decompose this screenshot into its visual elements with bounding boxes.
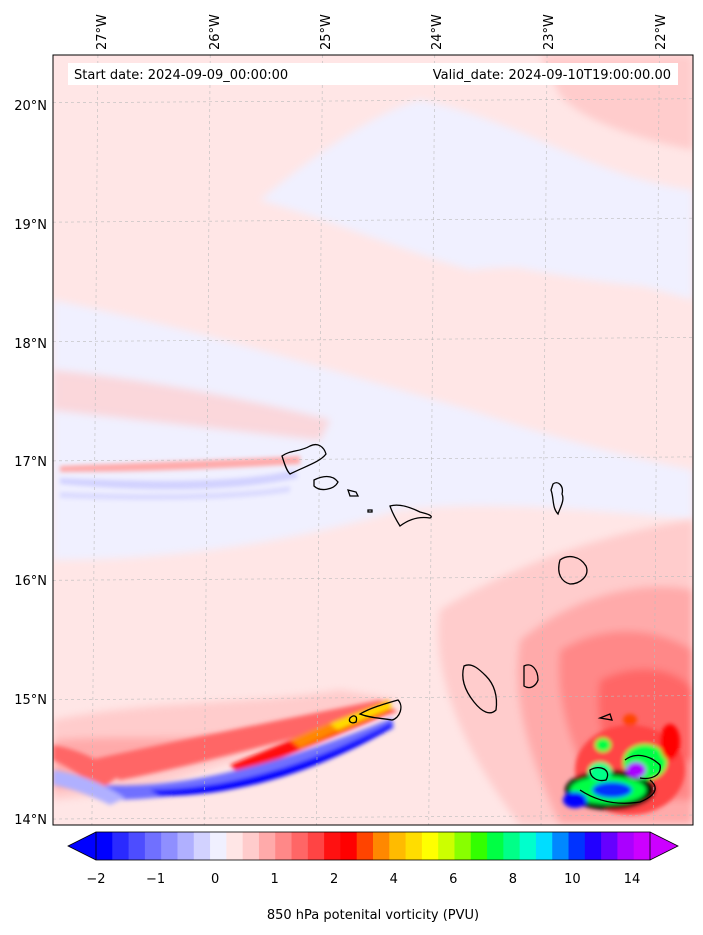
colorbar-cell (405, 832, 423, 860)
colorbar-cell (258, 832, 276, 860)
colorbar (67, 831, 679, 861)
parallel-line (52, 98, 694, 104)
meridian-line (540, 54, 548, 826)
start-date-label: Start date: 2024-09-09_00:00:00 (74, 68, 288, 83)
colorbar-cell (340, 832, 358, 860)
colorbar-cell (535, 832, 553, 860)
gridlines (52, 54, 694, 826)
colorbar-cell (112, 832, 130, 860)
meridian-line (428, 54, 436, 826)
colorbar-cell (96, 832, 113, 860)
lat-tick-17n: 17°N (14, 455, 47, 470)
colorbar-tick-labels: −2 −1 0 1 2 4 6 8 10 14 (86, 872, 640, 887)
map-frame (52, 54, 694, 826)
cb-tick-10: 10 (564, 872, 581, 887)
lat-tick-19n: 19°N (14, 218, 47, 233)
lon-tick-23w: 23°W (542, 14, 557, 50)
valid-date-label: Valid_date: 2024-09-10T19:00:00.00 (433, 68, 671, 83)
lat-tick-15n: 15°N (14, 693, 47, 708)
colorbar-label: 850 hPa potenital vorticity (PVU) (267, 908, 479, 923)
colorbar-cell (584, 832, 602, 860)
vortex-cluster (563, 714, 685, 815)
lon-tick-27w: 27°W (95, 14, 110, 50)
meridian-line (91, 54, 99, 826)
lon-tick-22w: 22°W (654, 14, 669, 50)
colorbar-cell (144, 832, 162, 860)
parallel-line (52, 695, 694, 700)
colorbar-cell (487, 832, 504, 860)
colorbar-cell (470, 832, 488, 860)
colorbar-cell (519, 832, 537, 860)
cb-tick-6: 6 (449, 872, 457, 887)
parallel-line (52, 814, 694, 820)
parallel-line (52, 456, 694, 462)
colorbar-cell (601, 832, 619, 860)
parallel-line (52, 217, 694, 223)
colorbar-cell (356, 832, 374, 860)
colorbar-cell (438, 832, 456, 860)
colorbar-cell (291, 832, 309, 860)
lat-tick-14n: 14°N (14, 813, 47, 828)
lat-tick-20n: 20°N (14, 99, 47, 114)
colorbar-cell (552, 832, 570, 860)
colorbar-extend-low (68, 832, 96, 860)
colorbar-cell (275, 832, 293, 860)
colorbar-cell (242, 832, 260, 860)
map-field (53, 55, 693, 825)
colorbar-cell (633, 832, 651, 860)
lon-tick-24w: 24°W (430, 14, 445, 50)
colorbar-cell (617, 832, 635, 860)
colorbar-cell (161, 832, 179, 860)
cb-tick-neg2: −2 (86, 872, 105, 887)
colorbar-cell (177, 832, 195, 860)
meridian-line (316, 54, 323, 826)
cb-tick-4: 4 (390, 872, 398, 887)
meridian-line (653, 54, 660, 826)
colorbar-cell (128, 832, 146, 860)
cb-tick-neg1: −1 (146, 872, 165, 887)
meridian-line (203, 54, 211, 826)
colorbar-cell (503, 832, 521, 860)
title-box (68, 63, 678, 85)
cb-tick-8: 8 (509, 872, 517, 887)
colorbar-cell (454, 832, 472, 860)
streak-south (53, 700, 398, 805)
colorbar-extend-high (650, 832, 678, 860)
colorbar-cell (193, 832, 211, 860)
parallel-line (52, 337, 694, 342)
colorbar-cell (210, 832, 227, 860)
lon-tick-25w: 25°W (319, 14, 334, 50)
colorbar-cell (373, 832, 390, 860)
cb-tick-0: 0 (211, 872, 219, 887)
colorbar-cell (421, 832, 439, 860)
colorbar-cell (226, 832, 244, 860)
coastlines (281, 443, 661, 804)
colorbar-cell (324, 832, 342, 860)
lat-tick-16n: 16°N (14, 574, 47, 589)
parallel-line (52, 575, 694, 581)
lat-tick-labels: 20°N 19°N 18°N 17°N 16°N 15°N 14°N (14, 99, 47, 828)
colorbar-frame (95, 831, 651, 861)
colorbar-cell (568, 832, 586, 860)
cb-tick-2: 2 (330, 872, 338, 887)
lat-tick-18n: 18°N (14, 337, 47, 352)
cb-tick-14: 14 (624, 872, 641, 887)
lon-tick-26w: 26°W (208, 14, 223, 50)
cb-tick-1: 1 (271, 872, 279, 887)
colorbar-cell (307, 832, 325, 860)
lon-tick-labels: 27°W 26°W 25°W 24°W 23°W 22°W (95, 14, 669, 50)
colorbar-cell (389, 832, 407, 860)
